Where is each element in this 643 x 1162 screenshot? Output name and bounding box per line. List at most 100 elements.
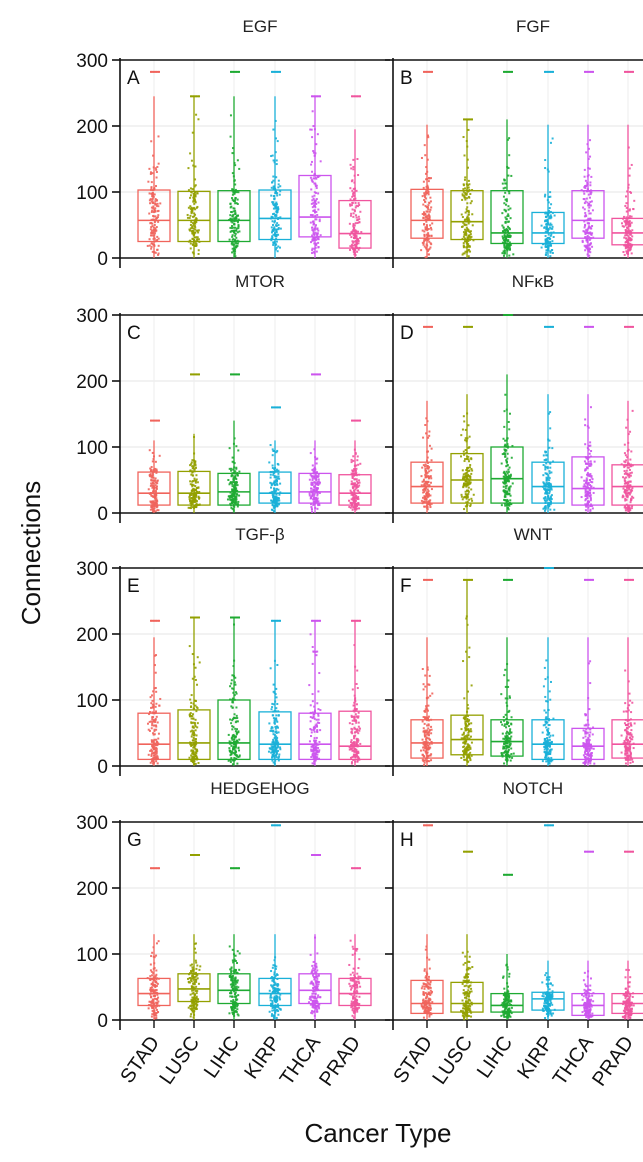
data-point (359, 727, 362, 730)
data-point (630, 244, 633, 247)
data-point (592, 491, 595, 494)
data-point (629, 484, 632, 487)
data-point (193, 202, 196, 205)
data-point (430, 728, 433, 731)
data-point (232, 229, 235, 232)
data-point (235, 754, 238, 757)
data-point (272, 195, 275, 198)
data-point (275, 137, 278, 140)
data-point (156, 762, 159, 765)
data-point (268, 461, 271, 464)
data-point (271, 493, 274, 496)
data-point (623, 477, 626, 480)
data-point (591, 225, 594, 228)
data-point (503, 250, 506, 253)
data-point (153, 236, 156, 239)
data-point (151, 740, 154, 743)
data-point (233, 734, 236, 737)
data-point (234, 226, 237, 229)
data-point (271, 747, 274, 750)
data-point (155, 747, 158, 750)
data-point (237, 730, 240, 733)
data-point (198, 490, 201, 493)
data-point (151, 201, 154, 204)
data-point (189, 483, 192, 486)
data-point (467, 255, 470, 258)
data-point (234, 470, 237, 473)
data-point (230, 475, 233, 478)
box-body (338, 199, 372, 249)
data-point (268, 747, 271, 750)
data-point (317, 473, 320, 476)
data-point (196, 205, 199, 208)
data-point (467, 744, 470, 747)
data-point (506, 138, 509, 141)
data-point (430, 228, 433, 231)
data-point (468, 475, 471, 478)
data-point (231, 500, 234, 503)
data-point (425, 486, 428, 489)
data-point (627, 229, 630, 232)
data-point (231, 706, 234, 709)
data-point (354, 231, 357, 234)
data-point (231, 687, 234, 690)
data-point (504, 247, 507, 250)
data-point (423, 234, 426, 237)
data-point (316, 507, 319, 510)
data-point (624, 234, 627, 237)
data-point (425, 224, 428, 227)
data-point (310, 481, 313, 484)
outlier-point (544, 325, 546, 328)
data-point (550, 215, 553, 218)
data-point (272, 179, 275, 182)
data-point (467, 236, 470, 239)
data-point (149, 473, 152, 476)
data-point (422, 180, 425, 183)
data-point (150, 226, 153, 229)
data-point (229, 114, 232, 117)
data-point (585, 481, 588, 484)
data-point (424, 708, 427, 711)
data-point (192, 726, 195, 729)
data-point (358, 481, 361, 484)
outlier-point (429, 70, 432, 73)
data-point (502, 437, 505, 440)
data-point (583, 230, 586, 233)
data-point (466, 215, 469, 218)
data-point (355, 214, 358, 217)
data-point (194, 226, 197, 229)
data-point (426, 754, 429, 757)
data-point (544, 193, 547, 196)
data-point (232, 213, 235, 216)
data-point (231, 699, 234, 702)
data-point (355, 189, 358, 192)
data-point (502, 230, 505, 233)
data-point (425, 743, 428, 746)
data-point (468, 756, 471, 759)
data-point (503, 425, 506, 428)
data-point (467, 482, 470, 485)
data-point (589, 231, 592, 234)
data-point (191, 756, 194, 759)
data-point (427, 493, 430, 496)
data-point (588, 204, 591, 207)
data-point (229, 217, 232, 220)
data-point (156, 165, 159, 168)
data-point (504, 504, 507, 507)
data-point (422, 688, 425, 691)
outlier-point (464, 118, 467, 121)
data-point (505, 449, 508, 452)
data-point (426, 496, 429, 499)
data-point (427, 136, 430, 139)
data-point (270, 508, 273, 511)
data-point (238, 738, 241, 741)
data-point (462, 717, 465, 720)
outlier-point (151, 619, 154, 622)
data-point (628, 504, 631, 507)
data-point (194, 718, 197, 721)
data-point (429, 481, 432, 484)
data-point (548, 223, 551, 226)
data-point (505, 484, 508, 487)
data-point (157, 737, 160, 740)
